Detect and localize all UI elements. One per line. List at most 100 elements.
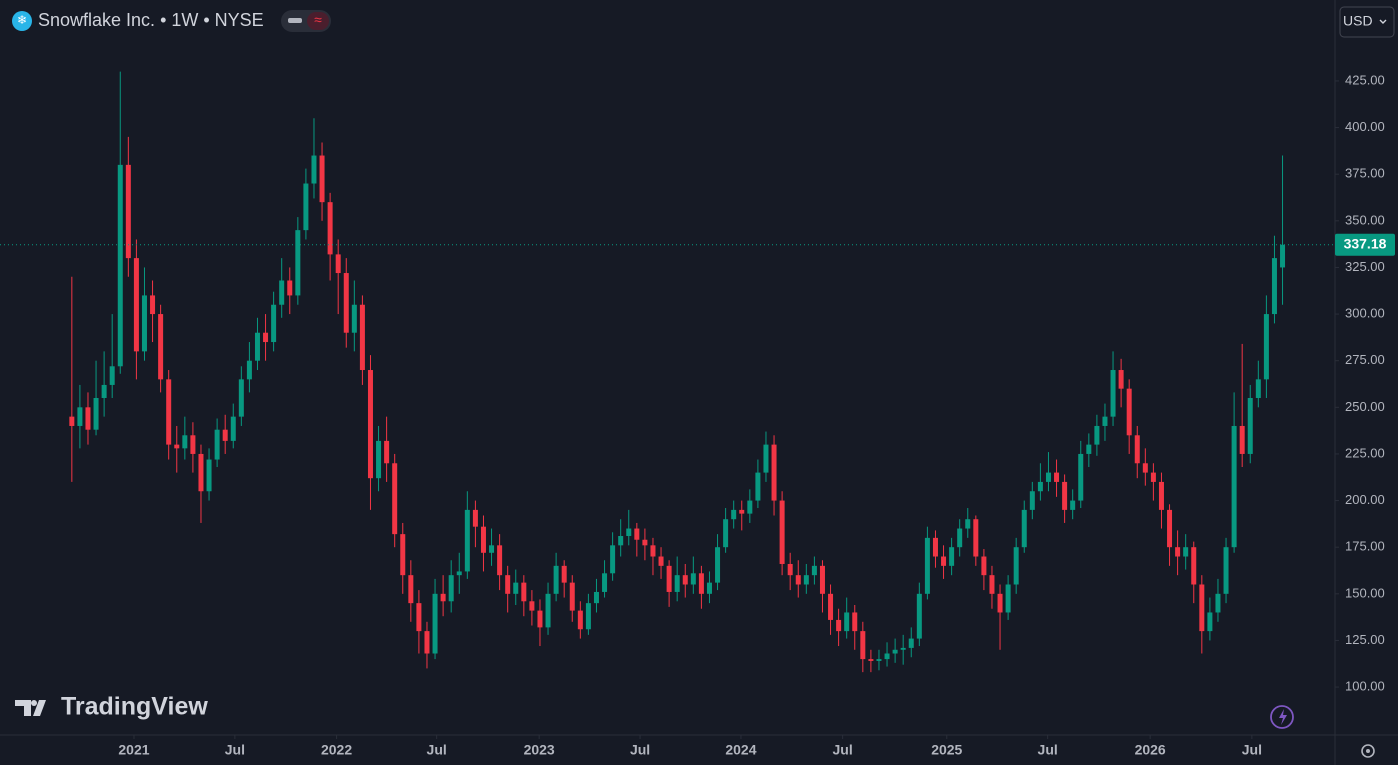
candle (351, 280, 357, 352)
candle-body (416, 603, 422, 632)
candle-body (1215, 593, 1221, 613)
candle (852, 605, 858, 650)
candle-body (876, 659, 882, 661)
candle (618, 519, 624, 557)
candle-body (384, 440, 390, 464)
candle-body (593, 591, 599, 604)
candle-body (682, 575, 688, 585)
candle (1271, 235, 1277, 324)
candle (222, 414, 228, 454)
last-price-label: 337.18 (1344, 235, 1387, 251)
candle-body (376, 440, 382, 479)
candle-body (1126, 388, 1132, 436)
candle (949, 537, 955, 576)
candle-body (367, 370, 373, 479)
candle (795, 560, 801, 598)
candle-body (1167, 509, 1173, 548)
candle-body (505, 575, 511, 594)
candle (1223, 537, 1229, 604)
candle-body (941, 556, 947, 566)
candle-body (715, 547, 721, 583)
candle-body (819, 565, 825, 594)
last-price-badge (1335, 233, 1395, 256)
x-tick-label: Jul (1038, 742, 1058, 758)
candle-body (392, 463, 398, 535)
x-tick-label: 2021 (118, 742, 149, 758)
candle (1086, 433, 1092, 467)
candle (400, 522, 406, 594)
candle (836, 608, 842, 647)
y-tick-label: 225.00 (1345, 445, 1385, 460)
candle (1134, 425, 1140, 479)
candle-body (1078, 453, 1084, 501)
candle-body (214, 429, 220, 460)
candle-body (69, 416, 75, 426)
candle (892, 638, 898, 663)
candle-body (125, 164, 131, 259)
candle-body (965, 519, 971, 529)
candle (561, 560, 567, 598)
candle (973, 515, 979, 566)
watermark-logo (15, 700, 46, 716)
currency-button[interactable] (1339, 6, 1395, 38)
candle (117, 71, 123, 374)
candle-body (924, 537, 930, 594)
candle-body (811, 565, 817, 576)
candle (553, 552, 559, 602)
candle (771, 435, 777, 516)
watermark-text: TradingView (61, 693, 208, 721)
candle-body (1247, 397, 1253, 454)
candle (214, 418, 220, 467)
candle-body (432, 593, 438, 654)
candle (1062, 474, 1068, 523)
candle (634, 522, 640, 557)
candle (150, 280, 156, 343)
candle-body (803, 575, 809, 585)
x-tick-label: 2024 (725, 742, 756, 758)
candle-body (1118, 370, 1124, 389)
candle-body (1263, 314, 1269, 380)
candle-body (650, 545, 656, 557)
candle (424, 621, 430, 669)
candle (1029, 481, 1035, 520)
candle-body (190, 435, 196, 454)
candle (271, 291, 277, 352)
candle-body (271, 304, 277, 343)
candle-body (521, 582, 527, 602)
candle (1150, 463, 1156, 501)
candle (1231, 392, 1237, 553)
candle (1158, 472, 1164, 529)
candle (440, 575, 446, 617)
candle-body (206, 459, 212, 492)
candle (626, 509, 632, 546)
lightning-button[interactable] (1270, 705, 1294, 729)
candle-body (577, 610, 583, 630)
candle-body (569, 582, 575, 611)
candle (723, 508, 729, 553)
candle (1167, 504, 1173, 566)
candle-body (836, 619, 842, 632)
candle-body (166, 379, 172, 445)
candle (448, 560, 454, 613)
x-tick-label: Jul (225, 742, 245, 758)
candle (174, 425, 180, 473)
candle (811, 556, 817, 585)
candle-body (529, 601, 535, 611)
candle (989, 565, 995, 609)
plot-area (69, 71, 1286, 673)
candle-body (949, 547, 955, 566)
candle-body (989, 575, 995, 594)
candle-body (690, 573, 696, 585)
candle-body (400, 534, 406, 576)
candle (828, 584, 834, 635)
candle-body (408, 575, 414, 604)
candle (238, 366, 244, 426)
candle-body (472, 509, 478, 527)
candle (803, 563, 809, 594)
candle-body (230, 416, 236, 441)
candle (359, 295, 365, 385)
symbol-title[interactable]: Snowflake Inc. • 1W • NYSE (38, 10, 264, 30)
candle (464, 491, 470, 579)
settings-button[interactable] (1361, 744, 1375, 758)
x-tick-label: Jul (833, 742, 853, 758)
